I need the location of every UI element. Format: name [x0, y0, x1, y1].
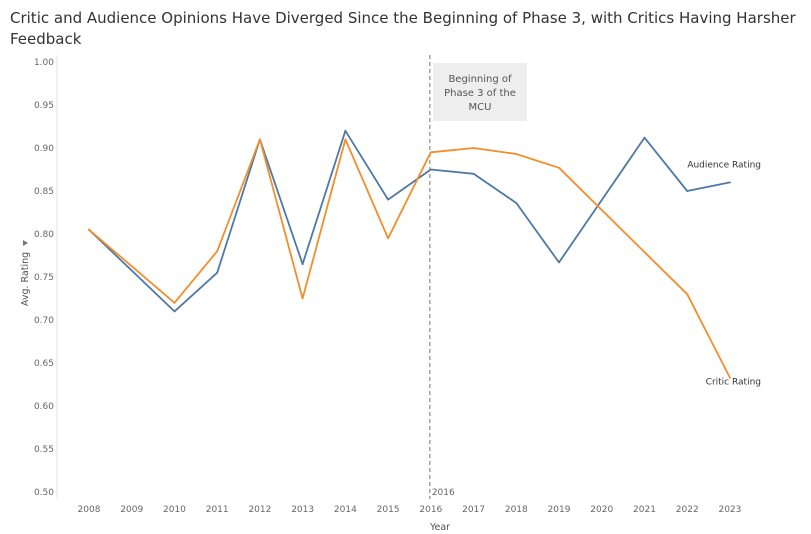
- reference-line-label: 2016: [432, 488, 455, 498]
- y-tick-label: 0.85: [34, 187, 54, 197]
- x-tick-label: 2009: [120, 505, 143, 515]
- y-axis-title-group: Avg. Rating: [20, 240, 31, 306]
- series-label-critic: Critic Rating: [706, 378, 761, 388]
- sort-descending-icon: [23, 240, 28, 246]
- series-label-audience: Audience Rating: [687, 160, 761, 170]
- y-tick-label: 0.60: [34, 402, 54, 412]
- series-point-1: [301, 297, 304, 300]
- series-point-0: [301, 263, 304, 265]
- x-tick-label: 2019: [548, 505, 571, 515]
- x-tick-label: 2016: [419, 505, 442, 515]
- y-tick-label: 0.95: [34, 101, 54, 111]
- series-point-0: [429, 168, 432, 171]
- series-point-1: [387, 237, 390, 240]
- series-point-1: [216, 250, 219, 253]
- series-point-1: [472, 147, 475, 149]
- x-tick-label: 2012: [248, 505, 271, 515]
- series-point-0: [558, 261, 560, 264]
- axes-layer: 1.00 0.95 0.90 0.85 0.80 0.75 0.70 0.65 0.60 0.55…: [20, 55, 741, 533]
- x-tick-label: 2022: [676, 505, 699, 515]
- y-tick-label: 0.55: [34, 445, 54, 455]
- y-tick-label: 0.90: [34, 144, 54, 154]
- x-tick-label: 2015: [377, 505, 400, 515]
- series-point-1: [729, 376, 731, 379]
- series-point-0: [643, 136, 646, 139]
- series-point-1: [344, 138, 347, 141]
- series-point-1: [88, 228, 90, 231]
- series-line-1: [88, 138, 731, 379]
- x-tick-label: 2018: [505, 505, 528, 515]
- annotation-layer: 2016 Beginning of Phase 3 of the MCU: [429, 55, 527, 499]
- series-label-layer: Audience Rating Critic Rating: [687, 160, 761, 387]
- x-tick-label: 2017: [462, 505, 485, 515]
- annotation-text: Phase 3 of the: [444, 88, 516, 99]
- x-tick-label: 2020: [590, 505, 613, 515]
- series-point-1: [515, 153, 518, 155]
- series-point-0: [729, 181, 731, 184]
- series-point-1: [686, 293, 689, 296]
- series-point-1: [173, 301, 176, 304]
- series-line-0: [88, 129, 731, 313]
- series-point-0: [472, 172, 475, 175]
- x-tick-label: 2008: [78, 505, 101, 515]
- y-tick-label: 1.00: [34, 58, 54, 68]
- y-tick-label: 0.65: [34, 359, 54, 369]
- series-point-0: [515, 202, 518, 204]
- x-axis-title: Year: [429, 522, 450, 533]
- annotation-text: MCU: [469, 102, 492, 113]
- x-tick-label: 2010: [163, 505, 186, 515]
- x-tick-label: 2014: [334, 505, 357, 515]
- y-axis-title: Avg. Rating: [20, 252, 31, 306]
- y-tick-label: 0.70: [34, 316, 54, 326]
- series-point-0: [686, 190, 689, 192]
- series-point-0: [344, 129, 347, 132]
- series-point-1: [259, 138, 261, 141]
- x-tick-label: 2011: [206, 505, 229, 515]
- annotation-box: [433, 63, 527, 121]
- annotation-text: Beginning of: [448, 74, 512, 85]
- y-tick-label: 0.50: [34, 488, 54, 498]
- x-tick-label: 2013: [291, 505, 314, 515]
- x-tick-label: 2023: [718, 505, 741, 515]
- y-tick-label: 0.75: [34, 273, 54, 283]
- series-point-1: [429, 151, 432, 154]
- series-layer: [88, 129, 731, 379]
- series-point-0: [173, 310, 176, 313]
- series-point-0: [387, 198, 390, 201]
- x-tick-label: 2021: [633, 505, 656, 515]
- series-point-1: [558, 166, 560, 169]
- series-point-0: [216, 271, 219, 274]
- y-tick-label: 0.80: [34, 230, 54, 240]
- chart-title: Critic and Audience Opinions Have Diverg…: [10, 9, 796, 48]
